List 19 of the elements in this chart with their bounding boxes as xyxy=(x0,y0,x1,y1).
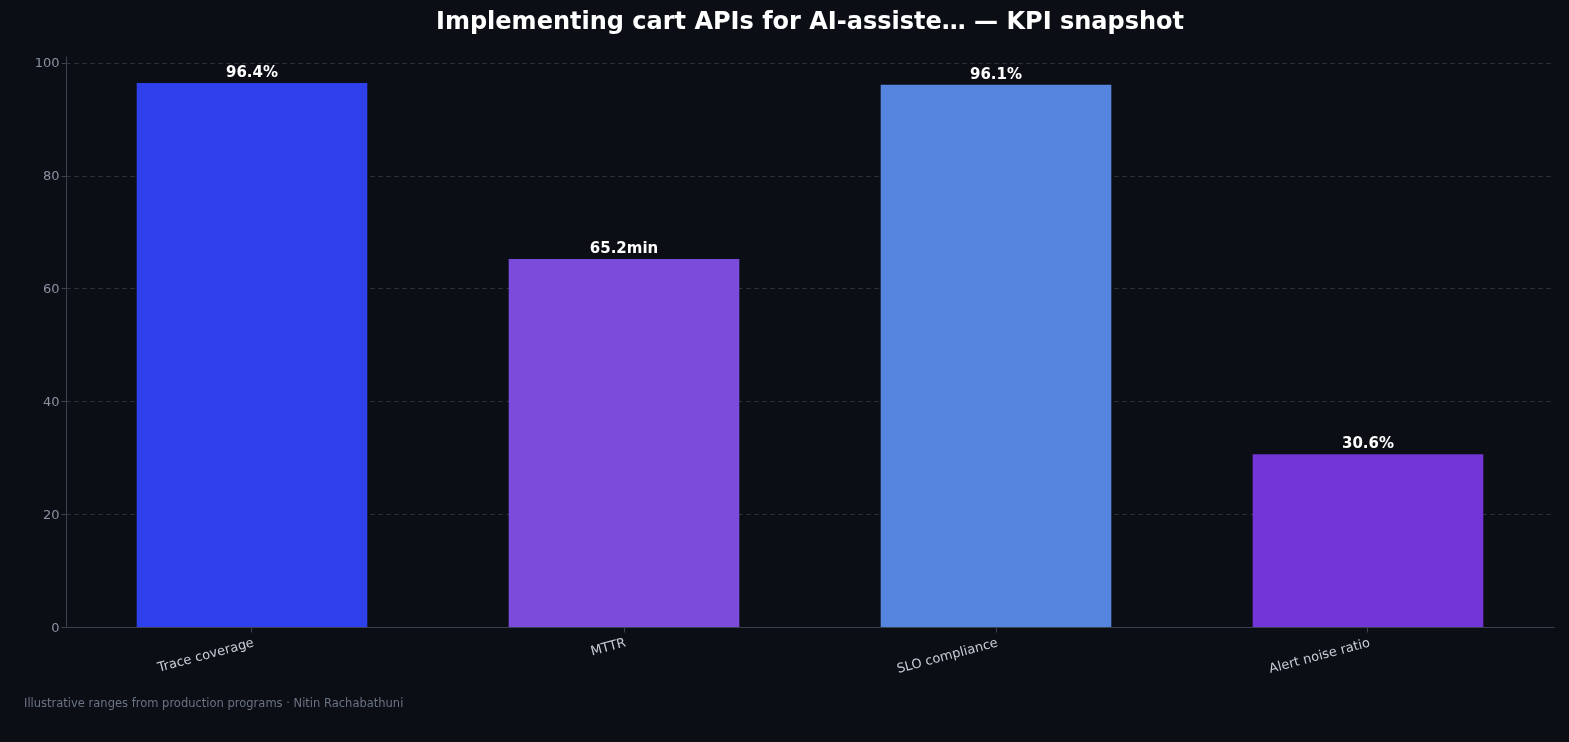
x-tick-label: MTTR xyxy=(588,634,628,659)
bar xyxy=(880,84,1112,627)
data-label: 96.4% xyxy=(225,63,279,82)
y-tick-label: 100 xyxy=(34,55,60,71)
bar xyxy=(136,83,368,627)
y-tick-label: 0 xyxy=(51,619,60,635)
data-label: 65.2min xyxy=(589,239,659,258)
bar xyxy=(1252,454,1484,627)
data-label: 30.6% xyxy=(1341,434,1395,453)
bar xyxy=(508,259,740,627)
text: Illustrative ranges from production programs · Nitin Rachabathuni xyxy=(24,696,404,710)
y-tick-label: 60 xyxy=(42,280,60,296)
y-tick-label: 80 xyxy=(42,168,60,184)
data-label: 96.1% xyxy=(969,64,1023,83)
y-tick-label: 40 xyxy=(42,393,60,409)
x-tick-label: Trace coverage xyxy=(154,634,256,675)
y-tick-label: 20 xyxy=(42,506,60,522)
chart-title: Implementing cart APIs for AI-assiste… — KPI snapshot xyxy=(435,7,1185,35)
x-tick-label: Alert noise ratio xyxy=(1267,634,1372,676)
